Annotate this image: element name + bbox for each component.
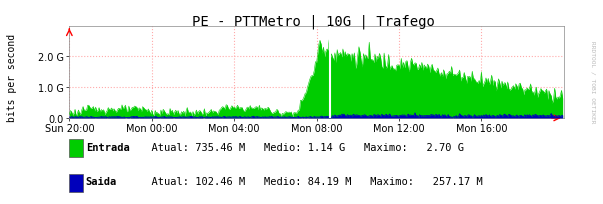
Text: Saida: Saida [86,177,117,186]
Text: Atual: 102.46 M   Medio: 84.19 M   Maximo:   257.17 M: Atual: 102.46 M Medio: 84.19 M Maximo: 2… [139,177,482,186]
Text: Atual: 735.46 M   Medio: 1.14 G   Maximo:   2.70 G: Atual: 735.46 M Medio: 1.14 G Maximo: 2.… [139,142,464,152]
Text: Entrada: Entrada [86,142,130,152]
Text: bits per second: bits per second [7,34,17,121]
Text: PE - PTTMetro | 10G | Trafego: PE - PTTMetro | 10G | Trafego [192,14,435,29]
Text: RRDTOOL / TOBI OETIKER: RRDTOOL / TOBI OETIKER [591,41,596,123]
